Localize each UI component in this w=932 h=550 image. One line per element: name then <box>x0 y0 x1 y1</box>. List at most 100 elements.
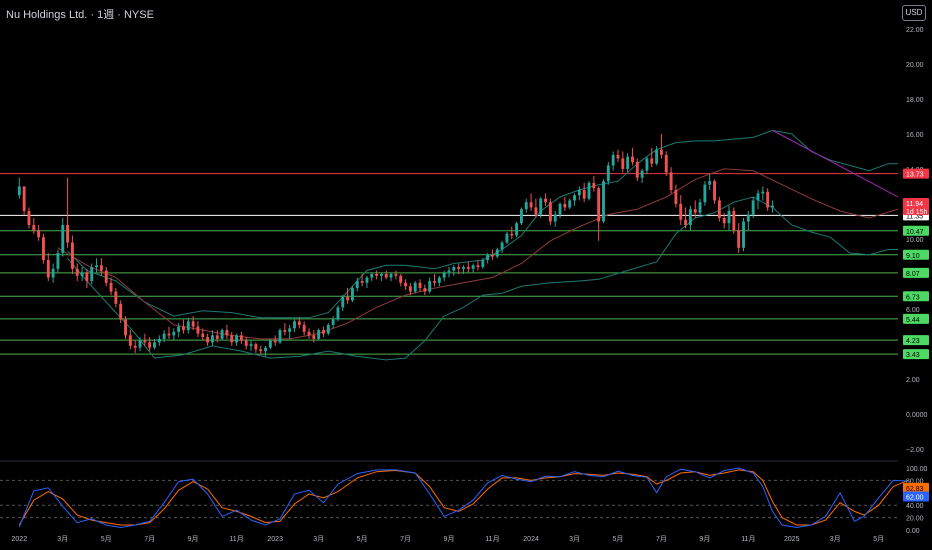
candle-body <box>61 224 65 254</box>
candle-body <box>288 328 292 332</box>
candle-body <box>674 189 678 204</box>
candle-body <box>418 282 422 289</box>
candle-body <box>602 181 605 222</box>
stoch-tick-label: 100.00 <box>906 466 928 473</box>
candle-body <box>437 277 441 283</box>
candle-body <box>162 333 166 339</box>
candle-body <box>766 191 770 208</box>
candle-body <box>206 337 210 343</box>
candle-body <box>17 186 21 196</box>
time-tick-label: 11月 <box>741 535 755 543</box>
candle-body <box>346 296 350 301</box>
candle-body <box>201 333 205 338</box>
candle-body <box>756 193 760 201</box>
candle-body <box>389 274 393 278</box>
bollinger-upper-line <box>67 129 898 319</box>
price-tick-label: 20.00 <box>906 62 924 69</box>
stoch-k-badge-bg <box>903 491 929 502</box>
candle-body <box>235 335 239 343</box>
candle-body <box>302 324 306 332</box>
candle-body <box>433 281 436 283</box>
level-badge-bg <box>903 267 929 278</box>
candles <box>17 133 774 357</box>
candle-body <box>66 224 70 243</box>
candle-body <box>761 191 765 194</box>
time-tick-label: 9月 <box>444 535 455 543</box>
candle-body <box>80 272 84 276</box>
candle-body <box>582 189 586 199</box>
candle-body <box>42 237 45 261</box>
candle-body <box>452 267 456 271</box>
candle-body <box>297 321 301 325</box>
level-badge-bg <box>903 225 929 236</box>
stoch-k-line <box>18 467 908 529</box>
candle-body <box>273 340 277 343</box>
candle-body <box>669 172 673 190</box>
candle-body <box>664 154 668 173</box>
candle-body <box>428 281 432 292</box>
candle-body <box>442 272 446 278</box>
candle-body <box>486 254 490 261</box>
candle-body <box>172 331 176 336</box>
candle-body <box>326 324 330 334</box>
candle-body <box>85 272 89 282</box>
candle-body <box>751 200 755 215</box>
candle-body <box>119 303 123 320</box>
level-badge-bg <box>903 249 929 260</box>
time-tick-label: 3月 <box>57 535 68 543</box>
chart-title: Nu Holdings Ltd. · 1週 · NYSE <box>6 9 154 21</box>
time-tick-label: 2024 <box>523 536 539 543</box>
level-badge-bg <box>903 313 929 324</box>
level-badge-text: 4.23 <box>906 338 920 345</box>
candle-body <box>548 202 552 222</box>
price-tick-label: −2.00 <box>906 447 924 454</box>
candle-body <box>27 210 31 225</box>
candle-body <box>698 202 702 213</box>
price-badges: 13.73 11.35 10.47 9.10 8.07 6.73 5.44 4.23 3.43 1… <box>903 168 929 502</box>
candle-body <box>621 158 625 169</box>
currency-button[interactable]: USD <box>902 5 926 21</box>
candle-body <box>293 321 296 329</box>
candle-body <box>597 188 601 222</box>
candle-body <box>95 265 99 268</box>
level-badge-bg <box>903 168 929 179</box>
stoch-d-badge-bg <box>903 482 929 493</box>
price-tick-label: 2.00 <box>906 377 920 384</box>
candle-body <box>529 202 533 208</box>
level-badge-text: 5.44 <box>906 317 920 324</box>
candle-body <box>360 281 364 283</box>
time-tick-label: 2025 <box>784 536 800 543</box>
candle-body <box>128 335 132 346</box>
level-badge-text: 11.35 <box>906 213 923 220</box>
candle-body <box>278 330 282 343</box>
candle-body <box>375 274 379 276</box>
time-tick-label: 9月 <box>699 535 710 543</box>
candle-body <box>481 260 485 268</box>
candle-body <box>37 230 41 238</box>
time-tick-label: 5月 <box>613 535 624 543</box>
candle-body <box>404 282 407 287</box>
candle-body <box>239 335 243 341</box>
candle-body <box>220 330 224 339</box>
candle-body <box>384 274 388 278</box>
candle-body <box>447 270 451 273</box>
candle-body <box>650 158 654 164</box>
candle-body <box>399 275 403 283</box>
level-badge-bg <box>903 291 929 302</box>
candle-body <box>90 267 94 282</box>
candle-body <box>563 203 567 208</box>
horizontal-levels <box>0 173 898 355</box>
time-tick-label: 3月 <box>569 535 580 543</box>
candle-body <box>626 156 630 169</box>
candle-body <box>471 265 475 269</box>
candle-body <box>737 230 741 248</box>
bollinger-lower-line <box>67 196 898 361</box>
candle-body <box>215 335 219 339</box>
candle-body <box>462 267 465 269</box>
candle-body <box>264 347 267 352</box>
candle-body <box>307 331 311 336</box>
time-tick-label: 2022 <box>12 536 28 543</box>
candle-body <box>341 296 345 308</box>
